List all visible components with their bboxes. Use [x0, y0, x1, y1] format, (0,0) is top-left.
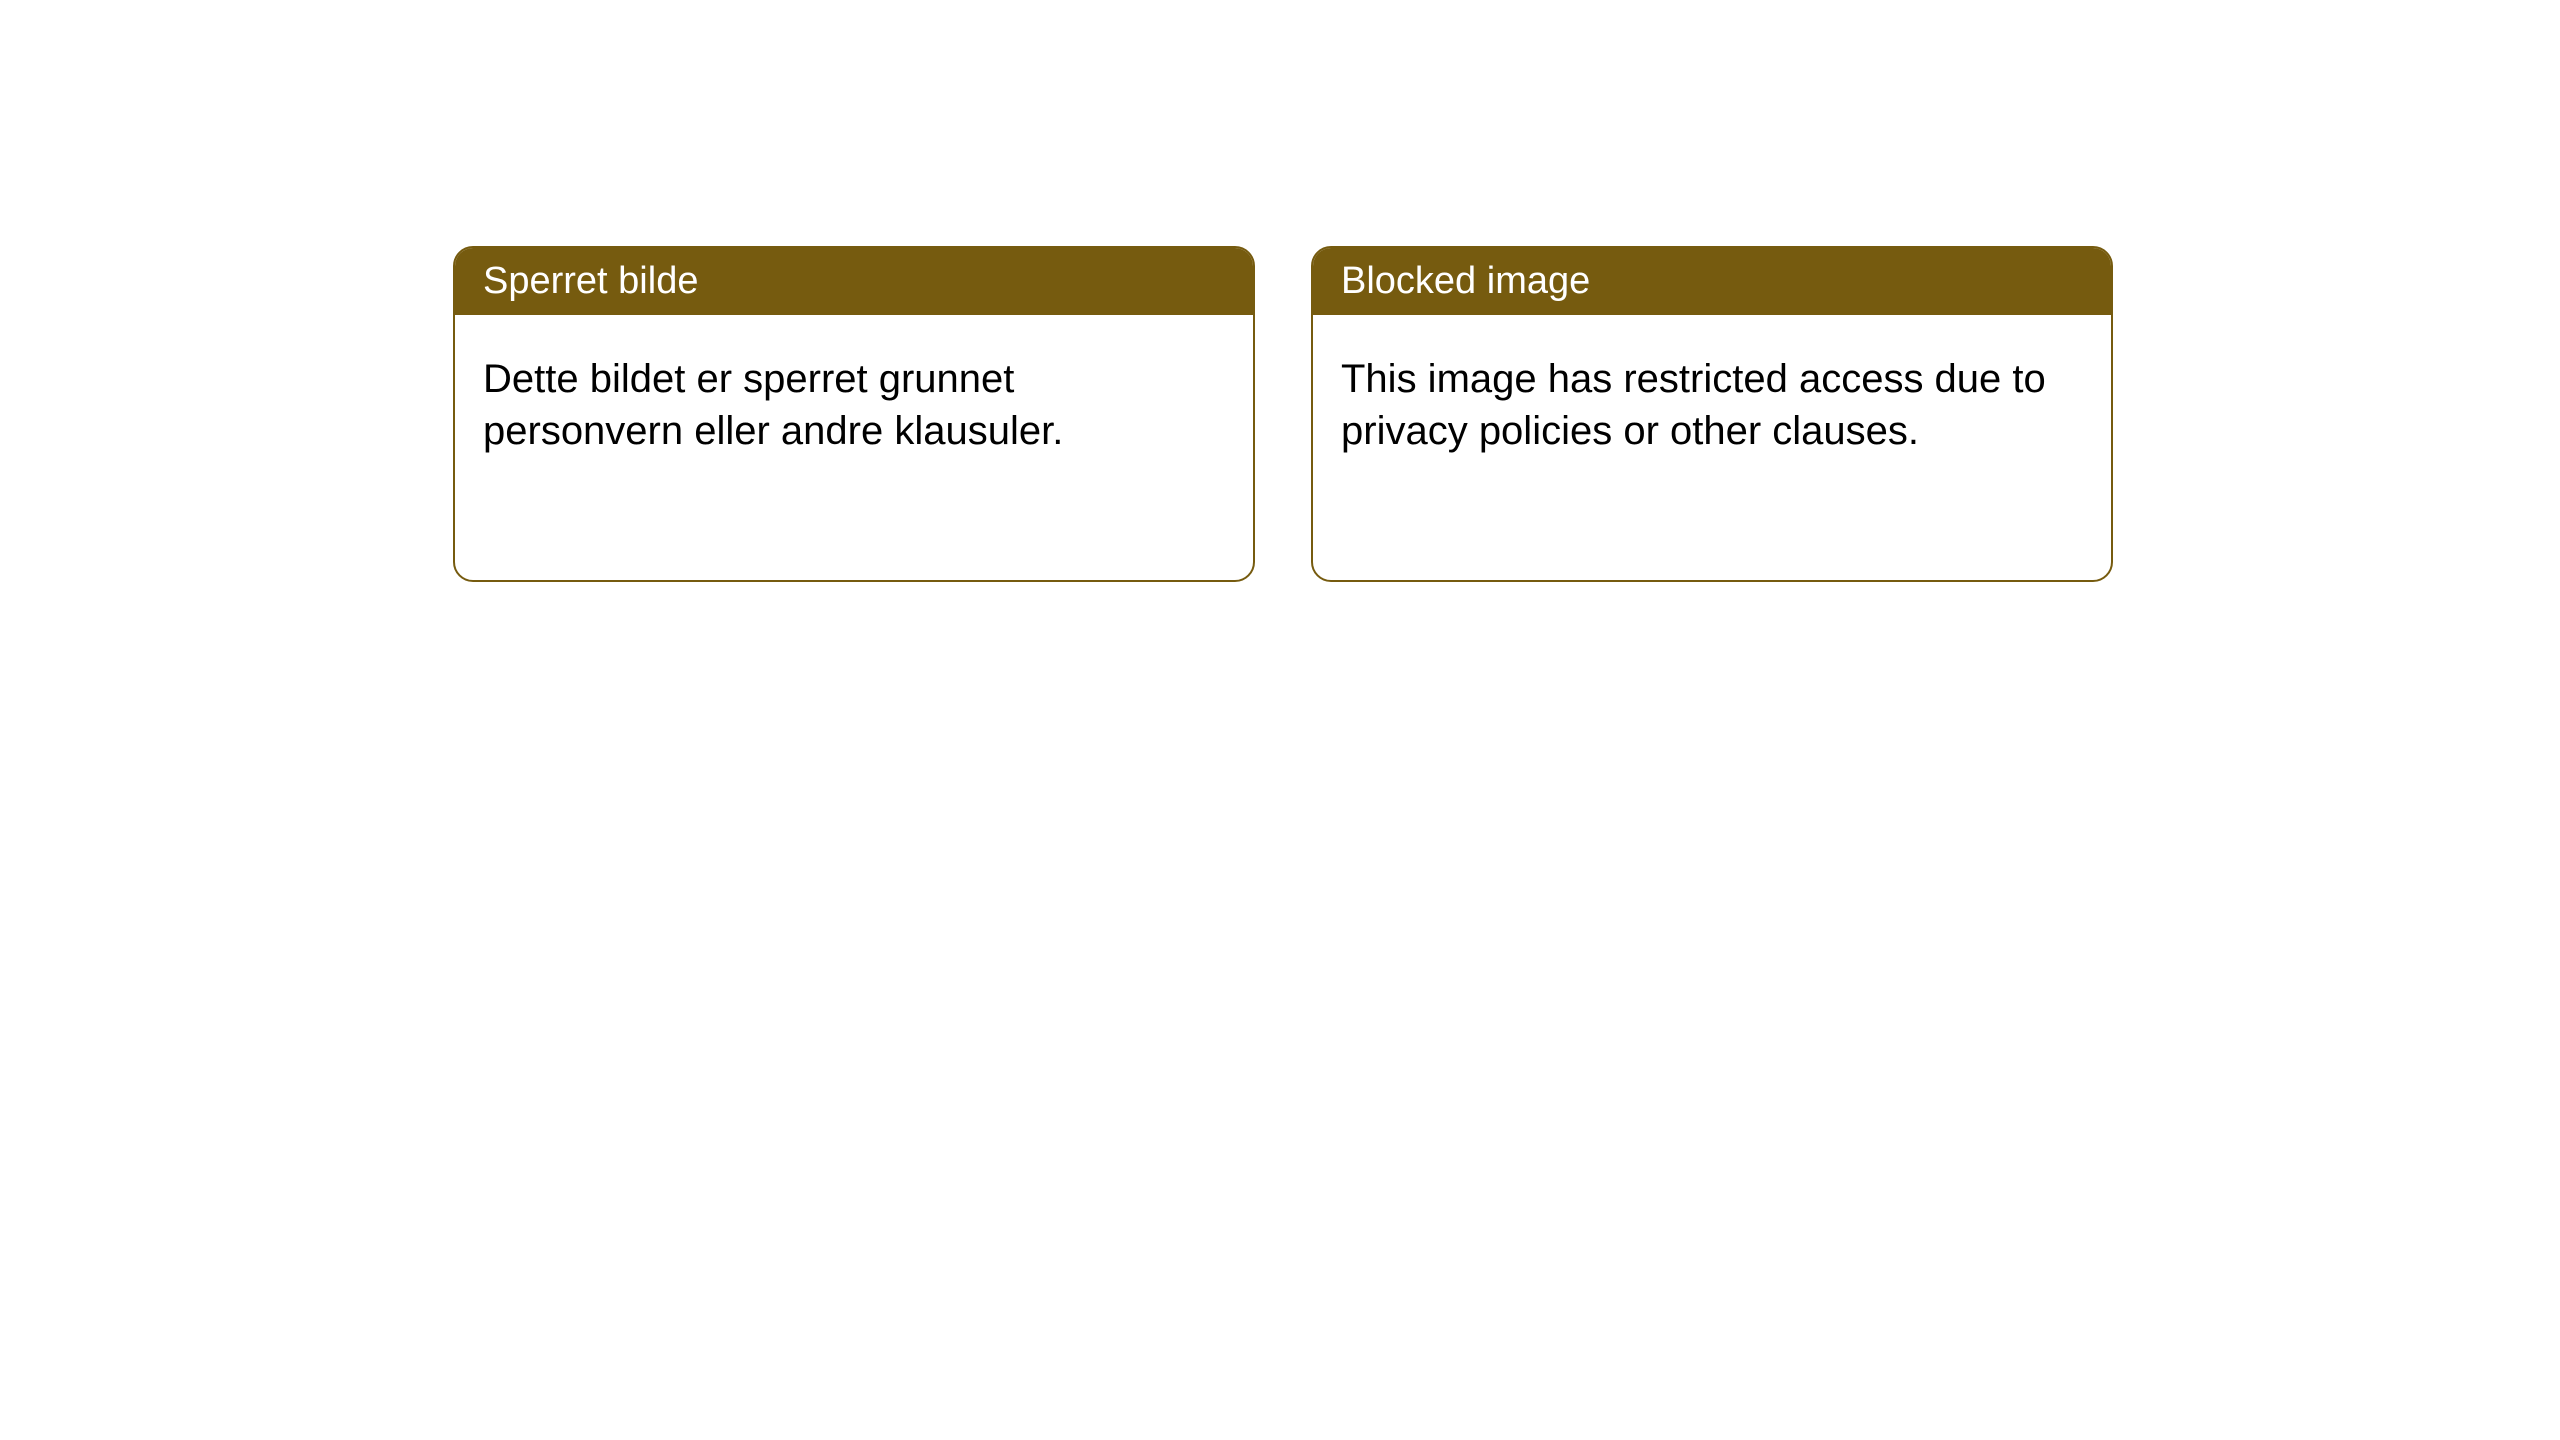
notice-container: Sperret bilde Dette bildet er sperret gr… — [0, 0, 2560, 582]
card-body: This image has restricted access due to … — [1313, 315, 2111, 495]
blocked-image-card-no: Sperret bilde Dette bildet er sperret gr… — [453, 246, 1255, 582]
card-title: Blocked image — [1313, 248, 2111, 315]
card-title: Sperret bilde — [455, 248, 1253, 315]
blocked-image-card-en: Blocked image This image has restricted … — [1311, 246, 2113, 582]
card-body: Dette bildet er sperret grunnet personve… — [455, 315, 1253, 495]
